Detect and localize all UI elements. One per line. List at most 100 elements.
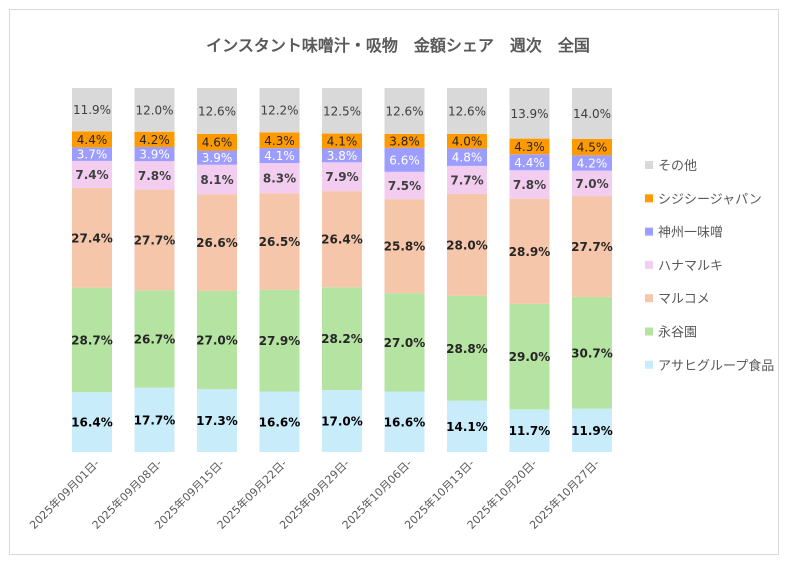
bar-segment <box>509 154 550 171</box>
legend-label: ハナマルキ <box>658 259 723 274</box>
data-label: 16.4% <box>71 416 113 430</box>
data-label: 4.3% <box>264 134 295 148</box>
data-label: 11.7% <box>509 424 551 438</box>
data-label: 27.4% <box>71 231 113 245</box>
data-label: 26.4% <box>321 233 363 247</box>
data-label: 29.0% <box>509 350 551 364</box>
data-label: 6.6% <box>389 153 420 167</box>
bar-segment <box>384 199 425 294</box>
data-label: 7.5% <box>388 179 421 193</box>
data-label: 26.5% <box>259 235 301 249</box>
data-label: 17.3% <box>196 414 238 428</box>
data-label: 4.5% <box>577 141 608 155</box>
bar-segment <box>72 131 112 148</box>
data-label: 27.9% <box>259 334 301 348</box>
bar-segment <box>72 287 112 393</box>
bar-segment <box>509 409 550 452</box>
data-label: 27.7% <box>134 233 176 247</box>
data-label: 12.6% <box>448 104 486 118</box>
data-label: 7.8% <box>513 178 546 192</box>
bar-segment <box>572 138 612 156</box>
bar-segment <box>72 88 112 132</box>
data-label: 27.0% <box>196 334 238 348</box>
legend-label: その他 <box>658 159 697 174</box>
bar-segment <box>197 88 237 134</box>
data-label: 17.0% <box>321 415 363 429</box>
legend-label: 永谷園 <box>658 326 697 341</box>
legend-label: 神州一味噌 <box>658 226 723 241</box>
bar-segment <box>447 165 487 194</box>
data-label: 7.4% <box>75 168 108 182</box>
bar-segment <box>384 293 425 392</box>
bar-segment <box>72 392 112 452</box>
data-label: 11.9% <box>73 103 111 117</box>
bar-segment <box>72 187 112 288</box>
data-label: 12.6% <box>385 104 423 118</box>
bar-segment <box>384 171 425 200</box>
data-label: 28.0% <box>446 238 488 252</box>
data-label: 8.1% <box>200 173 233 187</box>
bar-segment <box>384 391 425 452</box>
data-label: 28.8% <box>446 342 488 356</box>
bar-segment <box>447 133 487 149</box>
bar-segment <box>134 387 175 452</box>
data-label: 8.3% <box>263 172 296 186</box>
bar-segment <box>259 289 300 392</box>
data-label: 4.8% <box>452 151 483 165</box>
bar-segment <box>509 303 550 410</box>
data-label: 4.4% <box>77 133 108 147</box>
bar-segment <box>509 88 550 139</box>
data-label: 27.0% <box>384 336 426 350</box>
legend-label: アサヒグループ食品 <box>658 358 774 374</box>
bar-segment <box>572 155 612 171</box>
legend-swatch <box>645 194 653 203</box>
data-label: 3.9% <box>139 148 170 162</box>
bar-segment <box>197 389 237 452</box>
bar-segment <box>259 193 300 290</box>
chart-frame <box>9 9 779 555</box>
bar-segment <box>134 189 175 291</box>
legend-swatch <box>645 360 653 369</box>
bar-segment <box>134 290 175 388</box>
bar-segment <box>572 170 612 197</box>
data-label: 4.1% <box>327 135 358 149</box>
bar-segment <box>447 193 487 296</box>
data-label: 12.2% <box>260 104 298 118</box>
bar-segment <box>509 138 550 155</box>
data-label: 7.0% <box>575 177 608 191</box>
data-label: 30.7% <box>571 346 613 360</box>
bar-segment <box>134 161 175 190</box>
bar-segment <box>447 88 487 134</box>
bar-segment <box>572 408 612 452</box>
bar-segment <box>134 131 175 147</box>
data-label: 16.6% <box>384 415 426 429</box>
bar-segment <box>197 150 237 165</box>
data-label: 28.7% <box>71 333 113 347</box>
bar-segment <box>509 170 550 199</box>
data-label: 12.6% <box>198 104 236 118</box>
bar-segment <box>509 198 550 304</box>
bar-segment <box>259 88 300 133</box>
bar-segment <box>72 147 112 161</box>
bar-segment <box>384 147 425 172</box>
legend-swatch <box>645 161 653 169</box>
bar-segment <box>572 296 612 409</box>
data-label: 28.2% <box>321 332 363 346</box>
bar-segment <box>197 194 237 291</box>
bar-segment <box>134 146 175 162</box>
bar-segment <box>134 88 175 132</box>
data-label: 16.6% <box>259 415 301 429</box>
bar-segment <box>322 287 362 391</box>
bar-segment <box>72 160 112 188</box>
data-label: 4.0% <box>452 135 483 149</box>
data-label: 4.2% <box>577 156 608 170</box>
data-label: 3.8% <box>389 134 420 148</box>
bar-segment <box>322 390 362 452</box>
bar-segment <box>259 132 300 149</box>
bar-segment <box>322 88 362 134</box>
data-label: 7.9% <box>325 170 358 184</box>
data-label: 4.3% <box>514 140 545 154</box>
bar-segment <box>572 196 612 297</box>
